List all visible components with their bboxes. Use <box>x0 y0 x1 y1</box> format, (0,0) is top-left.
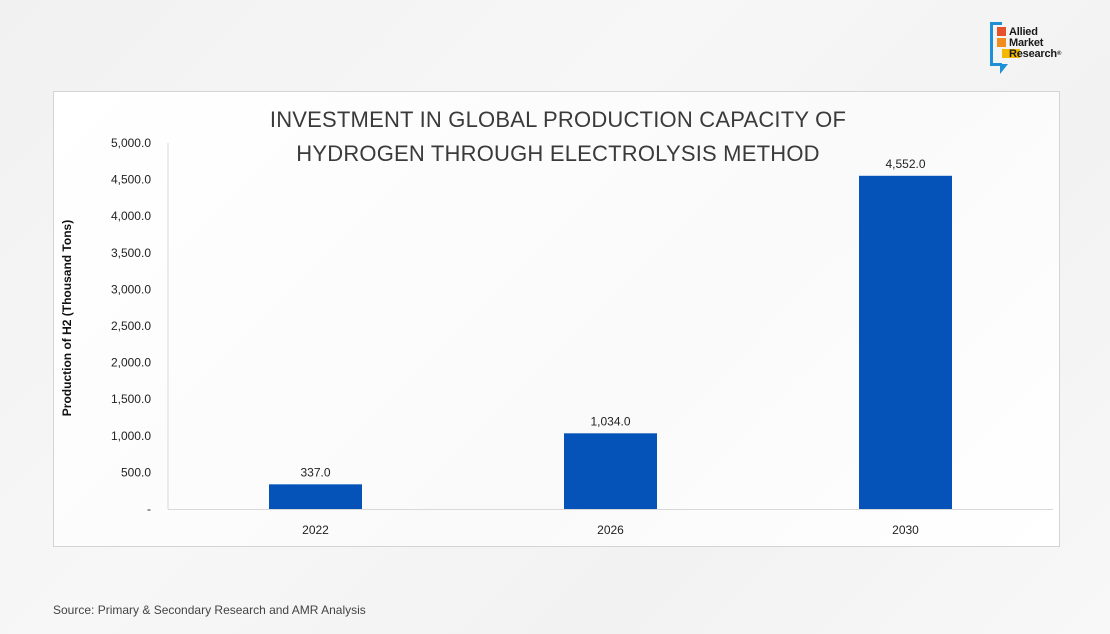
y-tick-label: 2,500.0 <box>111 319 151 333</box>
y-tick-label: 2,000.0 <box>111 356 151 370</box>
source-note: Source: Primary & Secondary Research and… <box>53 603 366 617</box>
bar-value-label: 337.0 <box>300 465 330 479</box>
logo-red-square <box>997 27 1006 36</box>
chart-title: INVESTMENT IN GLOBAL PRODUCTION CAPACITY… <box>208 103 908 171</box>
bar-value-label: 4,552.0 <box>885 157 925 171</box>
logo-text-line3: Research® <box>1009 48 1062 60</box>
x-tick-label: 2022 <box>302 523 329 537</box>
y-tick-label: 3,000.0 <box>111 282 151 296</box>
chart-title-line1: INVESTMENT IN GLOBAL PRODUCTION CAPACITY… <box>269 107 847 132</box>
x-tick-label: 2026 <box>597 523 624 537</box>
chart-title-line2: HYDROGEN THROUGH ELECTROLYSIS METHOD <box>296 141 820 166</box>
bar-value-label: 1,034.0 <box>590 414 630 428</box>
x-tick-label: 2030 <box>892 523 919 537</box>
y-tick-label: 4,500.0 <box>111 173 151 187</box>
bar <box>859 175 952 510</box>
allied-market-research-logo: Allied Market Research® <box>990 22 1090 78</box>
logo-text-line1: Allied <box>1009 26 1038 38</box>
logo-orange-square <box>997 38 1006 47</box>
bar <box>269 484 362 509</box>
logo-text-line2: Market <box>1009 37 1044 49</box>
y-tick-label: - <box>147 502 151 516</box>
y-tick-label: 5,000.0 <box>111 136 151 150</box>
y-tick-label: 4,000.0 <box>111 209 151 223</box>
y-tick-label: 1,000.0 <box>111 429 151 443</box>
logo-yellow-bar <box>1002 49 1020 58</box>
bar <box>564 433 657 509</box>
y-tick-label: 500.0 <box>121 465 151 479</box>
logo-frame-shape <box>990 22 1002 66</box>
logo-speech-tail <box>1000 64 1008 74</box>
y-tick-label: 3,500.0 <box>111 246 151 260</box>
y-tick-label: 1,500.0 <box>111 392 151 406</box>
